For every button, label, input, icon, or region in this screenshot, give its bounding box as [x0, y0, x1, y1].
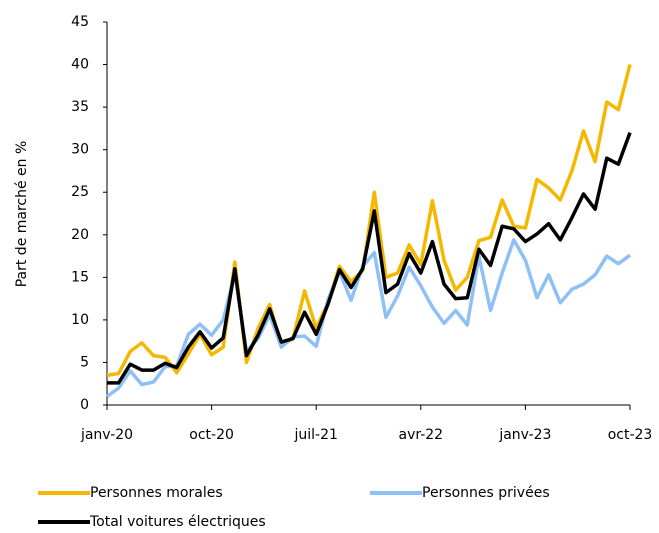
- y-tick-label: 5: [80, 354, 89, 370]
- series-line: [107, 132, 632, 385]
- x-tick-label: avr-22: [399, 427, 444, 443]
- legend-label: Personnes privées: [422, 485, 550, 501]
- y-tick-label: 40: [71, 57, 89, 73]
- y-tick-label: 45: [71, 14, 89, 30]
- y-tick-label: 25: [71, 184, 89, 200]
- x-tick-label: janv-20: [80, 427, 133, 443]
- y-tick-label: 35: [71, 99, 89, 115]
- x-tick-label: oct-23: [608, 427, 653, 443]
- x-tick-label: janv-23: [498, 427, 551, 443]
- legend-label: Total voitures électriques: [89, 514, 266, 530]
- x-tick-label: juil-21: [293, 427, 337, 443]
- series-line: [106, 64, 632, 377]
- y-tick-label: 20: [71, 227, 89, 243]
- y-tick-label: 0: [80, 397, 89, 413]
- y-tick-label: 10: [71, 312, 89, 328]
- y-tick-label: 15: [71, 269, 89, 285]
- y-axis-label: Part de marché en %: [14, 141, 30, 288]
- x-tick-label: oct-20: [189, 427, 234, 443]
- y-tick-label: 30: [71, 142, 89, 158]
- series-line: [105, 238, 632, 398]
- legend-label: Personnes morales: [90, 485, 223, 501]
